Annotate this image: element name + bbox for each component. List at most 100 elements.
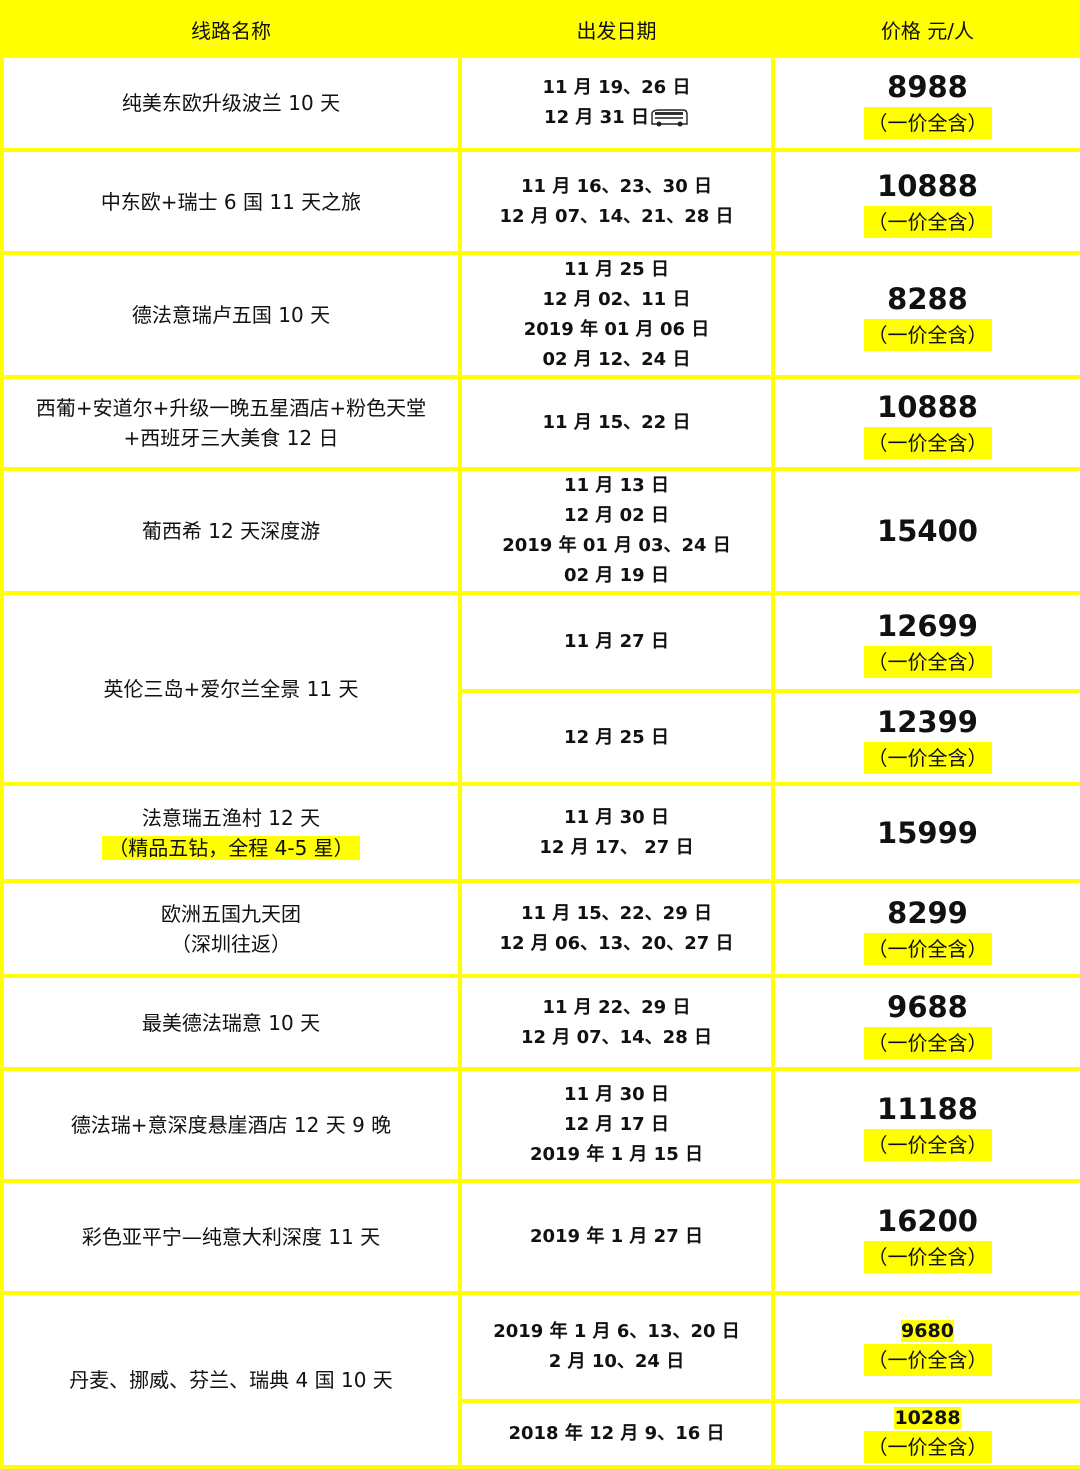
route-name: 德法意瑞卢五国 10 天 [131, 303, 331, 327]
departure-dates-cell: 2019 年 1 月 27 日 [458, 1179, 775, 1295]
route-name: 中东欧+瑞士 6 国 11 天之旅 [100, 189, 362, 214]
departure-date: 11 月 19、26 日 [466, 73, 767, 103]
departure-date: 2019 年 01 月 03、24 日 [466, 531, 767, 561]
departure-dates-cell: 2019 年 1 月 6、13、20 日 2 月 10、24 日 [458, 1291, 775, 1403]
route-name: （深圳往返） [171, 931, 291, 956]
departure-date: 02 月 19 日 [466, 561, 767, 591]
price-value: 16200 [877, 1204, 978, 1238]
departure-date-text: 12 月 25 日 [564, 726, 669, 748]
departure-date: 12 月 25 日 [466, 723, 767, 753]
route-name-cell: 丹麦、挪威、芬兰、瑞典 4 国 10 天 [0, 1291, 462, 1469]
price-note-wrap: （一价全含） [779, 932, 1076, 965]
price-value: 8299 [887, 895, 968, 930]
price-cell: 9680 （一价全含） [771, 1291, 1080, 1403]
price-cell: 12399 （一价全含） [771, 689, 1080, 786]
departure-date-text: 2019 年 01 月 06 日 [523, 319, 710, 340]
departure-date-text: 11 月 25 日 [564, 259, 669, 280]
price-cell: 8299 （一价全含） [771, 879, 1080, 978]
price-note: （一价全含） [863, 741, 992, 774]
table-row: 2018 年 12 月 9、16 日 10288 （一价全含） [2, 1399, 1080, 1469]
route-name: 西葡+安道尔+升级一晚五星酒店+粉色天堂 [35, 396, 427, 420]
price-cell: 8988 （一价全含） [771, 54, 1080, 152]
price-note: （一价全含） [863, 1026, 992, 1059]
header-departure: 出发日期 [458, 0, 775, 58]
price: 8299 [779, 893, 1076, 933]
route-note-highlight: （精品五钻，全程 4-5 星） [102, 835, 360, 860]
price: 15400 [779, 511, 1076, 551]
route-name: 纯美东欧升级波兰 10 天 [121, 91, 341, 115]
price-cell: 16200 （一价全含） [771, 1179, 1080, 1295]
departure-date: 11 月 22、29 日 [466, 993, 767, 1023]
route-name: 欧洲五国九天团 [161, 901, 301, 926]
price: 10888 [779, 387, 1076, 427]
table-row: 12 月 25 日 12399 （一价全含） [2, 689, 1080, 786]
table-row: 英伦三岛+爱尔兰全景 11 天 11 月 27 日 12699 （一价全含） [0, 591, 1080, 786]
departure-date-text: 11 月 16、23、30 日 [521, 175, 712, 197]
departure-date: 2019 年 1 月 6、13、20 日 [466, 1317, 767, 1347]
header-row: 线路名称 出发日期 价格 元/人 [0, 0, 1080, 58]
departure-date-text: 2019 年 01 月 03、24 日 [502, 535, 731, 556]
route-note: （精品五钻，全程 4-5 星） [8, 833, 454, 863]
route-name-cell: 法意瑞五渔村 12 天 （精品五钻，全程 4-5 星） [0, 782, 462, 883]
price-note: （一价全含） [863, 1344, 992, 1376]
price-note-wrap: （一价全含） [779, 1344, 1076, 1376]
table-row: 彩色亚平宁—纯意大利深度 11 天 2019 年 1 月 27 日 16200 （一价… [0, 1179, 1080, 1295]
departure-dates-cell: 11 月 16、23、30 日 12 月 07、14、21、28 日 [458, 148, 775, 255]
departure-date-text: 2 月 10、24 日 [548, 1351, 685, 1372]
departure-dates-cell: 11 月 19、26 日 12 月 31 日 [458, 54, 775, 152]
price-note-wrap: （一价全含） [779, 1026, 1076, 1059]
bus-icon [649, 108, 689, 128]
route-name-cell: 西葡+安道尔+升级一晚五星酒店+粉色天堂 +西班牙三大美食 12 日 [0, 375, 462, 471]
departure-dates-cell: 11 月 30 日 12 月 17、 27 日 [458, 782, 775, 883]
route-name: 彩色亚平宁—纯意大利深度 11 天 [81, 1225, 381, 1249]
departure-date-text: 12 月 17、 27 日 [539, 836, 694, 858]
route-name: 德法瑞+意深度悬崖酒店 12 天 9 晚 [70, 1113, 392, 1137]
price-note-wrap: （一价全含） [779, 427, 1076, 459]
price-note-wrap: （一价全含） [779, 319, 1076, 351]
departure-date: 12 月 17 日 [466, 1110, 767, 1140]
price-cell: 9688 （一价全含） [771, 974, 1080, 1071]
departure-date: 2019 年 1 月 27 日 [466, 1222, 767, 1252]
departure-date: 11 月 30 日 [466, 1080, 767, 1110]
price-cell: 10888 （一价全含） [771, 375, 1080, 471]
price-cell: 15400 [771, 467, 1080, 595]
departure-date: 11 月 13 日 [466, 471, 767, 501]
price: 8288 [779, 279, 1076, 319]
departure-date: 12 月 17、 27 日 [466, 833, 767, 863]
price-cell: 8288 （一价全含） [771, 251, 1080, 379]
route-name-cell: 中东欧+瑞士 6 国 11 天之旅 [0, 148, 462, 255]
price-note: （一价全含） [863, 427, 992, 459]
departure-date: 11 月 15、22 日 [466, 408, 767, 438]
departure-date: 12 月 06、13、20、27 日 [466, 929, 767, 959]
departure-dates-cell: 12 月 25 日 [458, 689, 775, 786]
price-note-wrap: （一价全含） [779, 741, 1076, 774]
price-value: 10888 [877, 168, 978, 203]
table-row: 德法意瑞卢五国 10 天 11 月 25 日 12 月 02、11 日 2019 年 … [0, 251, 1080, 379]
price: 12699 [779, 606, 1076, 646]
departure-date-text: 11 月 15、22 日 [542, 412, 691, 433]
price-note: （一价全含） [863, 1241, 992, 1273]
departure-date-text: 12 月 02、11 日 [542, 289, 691, 310]
departure-date-text: 02 月 19 日 [564, 565, 669, 586]
header-route: 线路名称 [0, 0, 462, 58]
price-value: 15999 [877, 815, 978, 850]
table-row: 最美德法瑞意 10 天 11 月 22、29 日 12 月 07、14、28 日 96… [0, 974, 1080, 1071]
route-name-cell: 彩色亚平宁—纯意大利深度 11 天 [0, 1179, 462, 1295]
departure-dates-cell: 11 月 22、29 日 12 月 07、14、28 日 [458, 974, 775, 1071]
price-note: （一价全含） [863, 646, 992, 678]
route-name-cell: 纯美东欧升级波兰 10 天 [0, 54, 462, 152]
price-value: 10888 [877, 390, 978, 424]
departure-date-text: 2019 年 1 月 27 日 [529, 1226, 703, 1247]
price: 11188 [779, 1089, 1076, 1129]
route-name-cell: 德法意瑞卢五国 10 天 [0, 251, 462, 379]
price-cell: 10288 （一价全含） [771, 1399, 1080, 1469]
departure-date-text: 12 月 02 日 [564, 505, 669, 526]
departure-date-text: 11 月 22、29 日 [542, 996, 691, 1018]
price-cell: 12699 （一价全含） [771, 591, 1080, 693]
price-value: 15400 [877, 514, 978, 548]
price-cell: 10888 （一价全含） [771, 148, 1080, 255]
price-value: 12399 [877, 704, 978, 739]
departure-date-text: 11 月 15、22、29 日 [521, 902, 712, 924]
departure-date: 11 月 15、22、29 日 [466, 899, 767, 929]
departure-date-text: 2019 年 1 月 15 日 [529, 1144, 703, 1165]
